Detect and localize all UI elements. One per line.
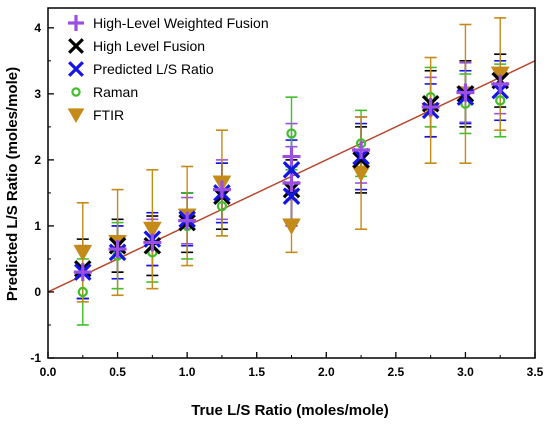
- data-point: [351, 165, 371, 183]
- data-point: [282, 218, 301, 235]
- legend-marker: [71, 87, 81, 97]
- data-point: [216, 200, 228, 212]
- marker-stroke: [352, 151, 370, 169]
- data-point: [421, 98, 440, 117]
- data-point: [108, 240, 127, 259]
- legend-label: High-Level Weighted Fusion: [93, 15, 269, 31]
- legend-marker: [68, 38, 84, 54]
- y-tick-label: 1: [34, 219, 41, 233]
- y-tick-label: -1: [30, 351, 41, 365]
- legend-marker: [67, 108, 85, 124]
- data-point: [178, 211, 197, 230]
- x-tick-label: 0.0: [40, 365, 57, 379]
- data-point: [286, 128, 297, 139]
- data-point: [73, 263, 92, 282]
- x-tick-label: 1.5: [248, 365, 265, 379]
- legend-marker: [68, 15, 84, 31]
- data-point: [495, 95, 506, 106]
- x-axis-title: True L/S Ratio (moles/mole): [191, 402, 389, 419]
- data-point: [77, 286, 88, 298]
- y-tick-label: 0: [34, 285, 41, 299]
- legend-marker: [68, 61, 84, 77]
- data-point: [282, 187, 301, 205]
- legend-label: High Level Fusion: [93, 38, 205, 54]
- data-point: [491, 74, 510, 93]
- y-axis-title: Predicted L/S Ratio (moles/mole): [4, 67, 21, 301]
- data-point: [212, 180, 231, 199]
- data-point: [73, 244, 93, 262]
- marker-stroke: [68, 61, 84, 77]
- marker-stroke: [282, 187, 301, 205]
- data-point: [456, 83, 475, 102]
- data-point: [352, 151, 370, 169]
- marker-stroke: [68, 38, 84, 54]
- x-tick-label: 3.0: [457, 365, 474, 379]
- y-tick-label: 4: [34, 21, 41, 35]
- y-tick-label: 2: [34, 153, 41, 167]
- x-tick-label: 0.5: [109, 365, 126, 379]
- y-tick-label: 3: [34, 87, 41, 101]
- data-point: [142, 221, 162, 239]
- x-tick-label: 1.0: [179, 365, 196, 379]
- x-tick-label: 2.5: [388, 365, 405, 379]
- data-point: [352, 140, 371, 159]
- data-point: [143, 233, 162, 252]
- x-tick-label: 3.5: [527, 365, 544, 379]
- legend-label: Raman: [93, 84, 138, 100]
- legend-label: FTIR: [93, 107, 124, 123]
- marker-layer: [73, 66, 510, 298]
- data-point: [282, 147, 301, 166]
- x-tick-label: 2.0: [318, 365, 335, 379]
- data-point: [282, 161, 301, 179]
- marker-stroke: [282, 161, 301, 179]
- legend-label: Predicted L/S Ratio: [93, 61, 214, 77]
- axes: 0.0 0.5 1.0 1.5 2.0 2.5 3.0 3.5 -1 0 1 2 3 4: [30, 7, 544, 379]
- data-point: [282, 174, 301, 192]
- legend: High-Level Weighted Fusion High Level Fus…: [67, 15, 269, 124]
